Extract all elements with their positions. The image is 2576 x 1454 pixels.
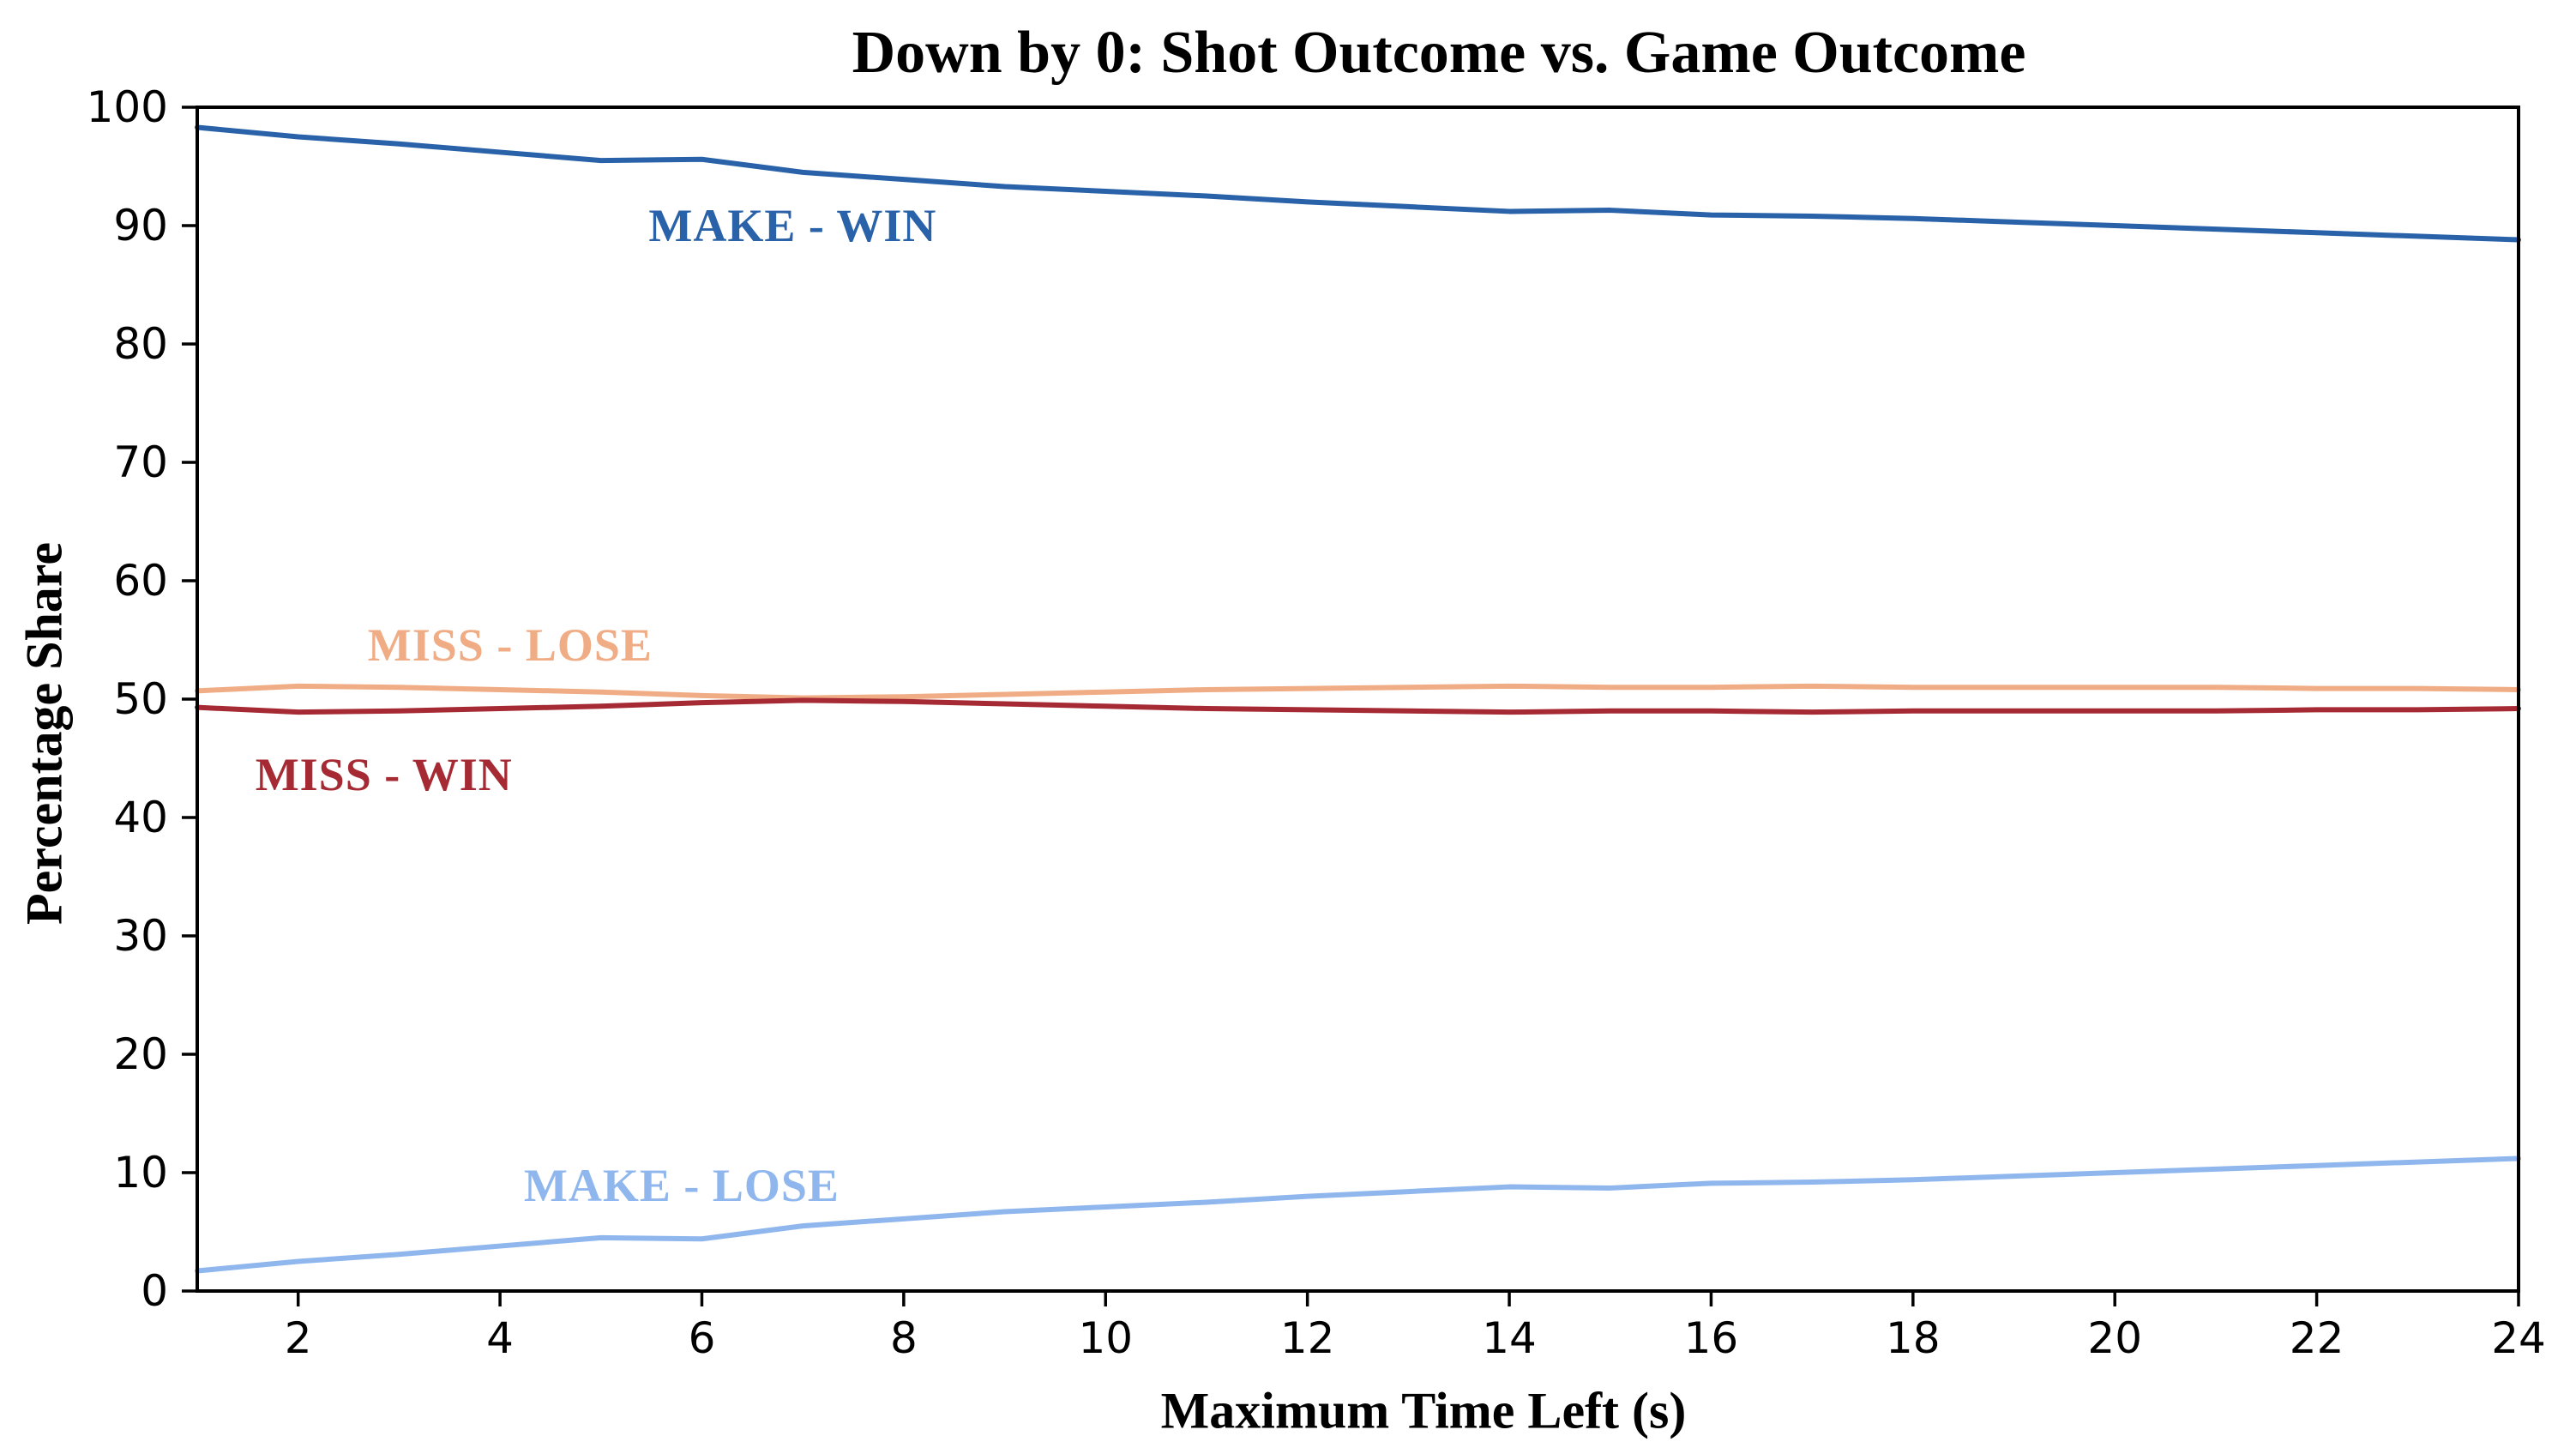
x-tick-label: 8 [890, 1313, 918, 1363]
y-tick-label: 0 [141, 1266, 168, 1316]
series-line-make-win [195, 124, 2521, 243]
x-tick-label: 22 [2290, 1313, 2344, 1363]
axes-spines [196, 106, 2520, 1293]
y-tick-label: 90 [113, 201, 168, 250]
series-line-miss-lose [195, 683, 2521, 701]
y-tick-label: 100 [87, 82, 168, 132]
y-tick-label: 20 [113, 1029, 168, 1079]
series-label-miss-win: MISS - WIN [255, 749, 513, 801]
x-tick-label: 18 [1886, 1313, 1941, 1363]
y-tick-label: 30 [113, 911, 168, 961]
series-line-miss-win [195, 697, 2521, 715]
y-axis-label: Percentage Share [15, 542, 73, 925]
y-tick-label: 80 [113, 319, 168, 369]
x-tick-label: 2 [285, 1313, 312, 1363]
x-tick-label: 4 [486, 1313, 514, 1363]
y-tick-label: 50 [113, 674, 168, 724]
x-axis-label: Maximum Time Left (s) [1160, 1382, 1687, 1439]
series-label-make-win: MAKE - WIN [648, 200, 937, 251]
y-tick-label: 60 [113, 556, 168, 606]
y-tick-label: 70 [113, 437, 168, 487]
x-tick-label: 16 [1684, 1313, 1739, 1363]
chart-title: Down by 0: Shot Outcome vs. Game Outcome [852, 20, 2026, 86]
x-tick-label: 20 [2087, 1313, 2142, 1363]
x-tick-label: 6 [689, 1313, 716, 1363]
series-line-make-lose [195, 1155, 2521, 1274]
series-label-make-lose: MAKE - LOSE [523, 1160, 840, 1212]
series-label-miss-lose: MISS - LOSE [367, 618, 653, 671]
y-tick-label: 10 [113, 1148, 168, 1198]
x-tick-label: 24 [2491, 1313, 2546, 1363]
x-tick-label: 14 [1482, 1313, 1537, 1363]
x-tick-label: 12 [1280, 1313, 1335, 1363]
x-tick-label: 10 [1078, 1313, 1133, 1363]
y-tick-label: 40 [113, 793, 168, 842]
